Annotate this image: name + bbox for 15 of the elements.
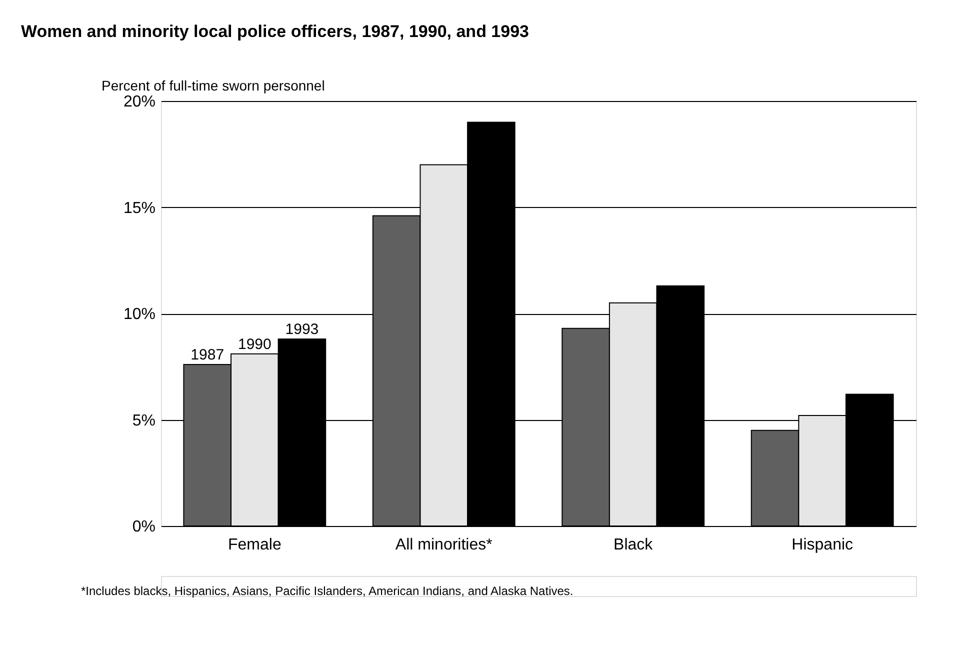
y-tick-label: 10% [123, 306, 156, 323]
x-tick-label: Female [228, 536, 282, 554]
y-tick-label: 0% [132, 518, 156, 536]
series-label: 1990 [238, 336, 272, 353]
text: *Includes blacks, Hispanics, Asians, Pacific Islanders, American Indians, and Alaska Natives. [81, 584, 574, 598]
y-tick-label: 15% [123, 200, 156, 217]
y-axis-title: Percent of full-time sworn personnel [102, 78, 325, 94]
chart-title: Women and minority local police officers, 1987, 1990, and 1993 [21, 22, 529, 41]
series-label: 1987 [190, 346, 224, 364]
x-tick-label: Hispanic [792, 536, 854, 554]
x-tick-label: Black [614, 536, 654, 554]
y-tick-label: 5% [132, 412, 156, 430]
x-tick-label: All minorities* [395, 536, 492, 554]
series-label: 1993 [285, 321, 319, 338]
y-tick-label: 20% [123, 94, 156, 110]
